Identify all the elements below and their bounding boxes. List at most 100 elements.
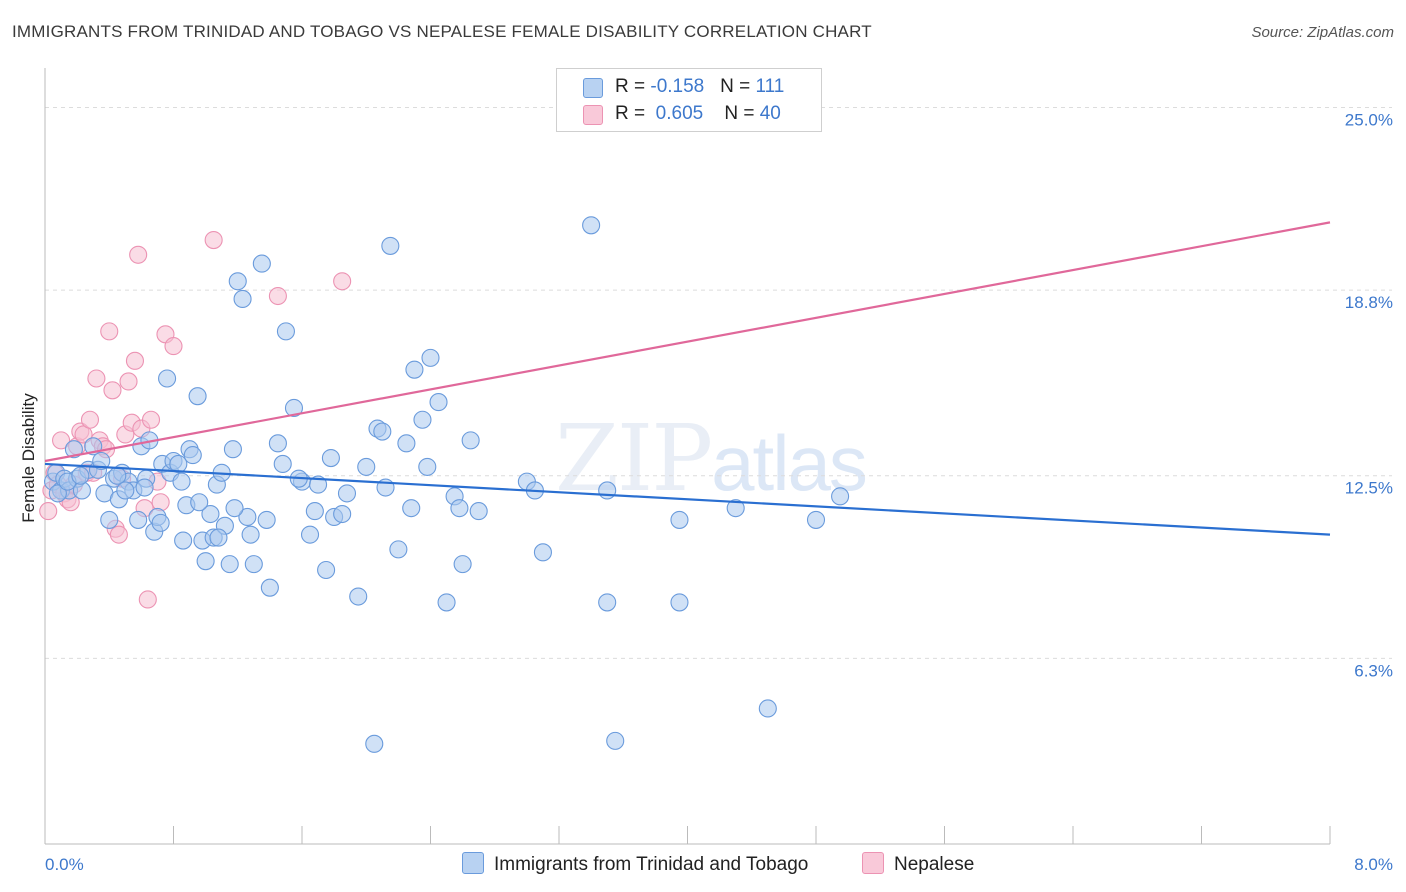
- chart-title: IMMIGRANTS FROM TRINIDAD AND TOBAGO VS N…: [12, 22, 872, 41]
- trinidad-point: [188, 387, 207, 406]
- trinidad-point: [305, 502, 324, 521]
- y-tick-label: 18.8%: [1345, 293, 1393, 312]
- trinidad-point: [196, 552, 215, 571]
- legend-swatch-blue: [583, 78, 603, 98]
- trinidad-point: [365, 734, 384, 753]
- trinidad-point: [321, 449, 340, 468]
- trinidad-point: [450, 499, 469, 518]
- chart-source: Source: ZipAtlas.com: [1251, 24, 1394, 41]
- bottom-legend-label: Immigrants from Trinidad and Tobago: [494, 854, 809, 875]
- nepalese-point: [151, 493, 170, 512]
- trinidad-point: [268, 434, 287, 453]
- bottom-legend-label: Nepalese: [894, 854, 975, 875]
- trinidad-point: [183, 446, 202, 465]
- y-axis-label: Female Disability: [19, 393, 38, 523]
- trinidad-point: [598, 481, 617, 500]
- legend-r-value: 0.605: [655, 103, 704, 124]
- trinidad-point: [273, 454, 292, 473]
- trinidad-point: [257, 510, 276, 529]
- trinidad-point: [337, 484, 357, 503]
- trinidad-point: [469, 502, 488, 521]
- legend-r-label: R =: [615, 76, 651, 97]
- bottom-legend-trinidad: Immigrants from Trinidad and Tobago: [462, 852, 808, 878]
- trinidad-point: [223, 440, 242, 459]
- trinidad-point: [437, 593, 456, 612]
- nepalese-point: [52, 431, 71, 450]
- trinidad-point: [220, 555, 239, 574]
- trinidad-point: [461, 431, 480, 450]
- trinidad-point: [241, 525, 260, 544]
- trinidad-point: [373, 422, 392, 441]
- legend-r-label: R =: [615, 103, 651, 124]
- nepalese-point: [141, 410, 161, 429]
- trinidad-point: [48, 484, 67, 503]
- nepalese-point: [125, 351, 144, 370]
- legend-n-label: N =: [720, 76, 756, 97]
- trinidad-point: [129, 510, 148, 529]
- trinidad-point: [151, 513, 170, 532]
- bottom-legend-swatch-pink: [862, 852, 884, 874]
- legend-n-value: 40: [759, 103, 781, 124]
- trinidad-point: [309, 475, 328, 494]
- nepalese-point: [204, 230, 223, 250]
- trinidad-point: [806, 510, 826, 529]
- legend-r-value: -0.158: [650, 76, 705, 97]
- trinidad-point: [582, 216, 601, 235]
- x-tick-label: 8.0%: [1354, 855, 1393, 874]
- trinidad-point: [174, 531, 193, 550]
- legend-swatch-pink: [583, 105, 603, 125]
- trinidad-point: [276, 322, 295, 341]
- y-tick-label: 6.3%: [1354, 661, 1393, 680]
- bottom-legend-swatch-blue: [462, 852, 484, 874]
- trinidad-point: [260, 578, 279, 597]
- trinidad-point: [135, 478, 154, 497]
- trinidad-point: [413, 410, 432, 429]
- nepalese-point: [80, 410, 100, 429]
- nepalese-point: [164, 337, 183, 356]
- trinidad-point: [453, 555, 472, 574]
- trinidad-point: [333, 504, 352, 524]
- nepalese-point: [268, 286, 287, 306]
- nepalese-point: [333, 272, 352, 291]
- trinidad-point: [116, 481, 135, 500]
- grid-lines: [45, 106, 1392, 659]
- trinidad-point: [389, 540, 408, 559]
- trinidad-point: [209, 528, 228, 547]
- x-tick-label: 0.0%: [45, 855, 84, 874]
- y-tick-label: 12.5%: [1345, 479, 1393, 498]
- trinidad-point: [225, 499, 244, 518]
- trinidad-point: [201, 504, 220, 524]
- legend-n-value: 111: [755, 76, 785, 97]
- trinidad-point: [317, 560, 336, 580]
- trinidad-point: [100, 510, 119, 529]
- trinidad-point: [92, 451, 111, 471]
- bottom-legend-nepalese: Nepalese: [862, 852, 974, 878]
- nepalese-point: [129, 245, 148, 264]
- trinidad-point: [71, 466, 90, 485]
- y-tick-label: 25.0%: [1345, 110, 1393, 129]
- trinidad-point: [670, 510, 689, 529]
- trinidad-point: [190, 493, 209, 512]
- nepalese-point: [109, 525, 128, 544]
- trinidad-point: [172, 472, 191, 491]
- trinidad-point: [300, 525, 320, 544]
- trinidad-point: [533, 543, 552, 562]
- trinidad-point: [831, 487, 850, 506]
- nepalese-point: [39, 502, 58, 521]
- trinidad-trend-line: [44, 462, 1331, 536]
- trinidad-point: [405, 360, 424, 379]
- trinidad-point: [233, 289, 252, 309]
- trinidad-point: [402, 499, 421, 518]
- trinidad-point: [158, 369, 177, 388]
- nepalese-point: [100, 322, 119, 341]
- trinidad-point: [726, 499, 745, 518]
- trinidad-point: [606, 731, 625, 750]
- trinidad-point: [64, 440, 83, 459]
- trend-lines: [44, 221, 1331, 536]
- trinidad-point: [397, 434, 416, 453]
- trinidad-point: [238, 507, 257, 527]
- trinidad-point: [598, 593, 617, 612]
- correlation-legend: R = -0.158 N = 111 R = 0.605 N = 40: [556, 68, 822, 132]
- trinidad-point: [169, 454, 188, 473]
- trinidad-point: [228, 272, 247, 291]
